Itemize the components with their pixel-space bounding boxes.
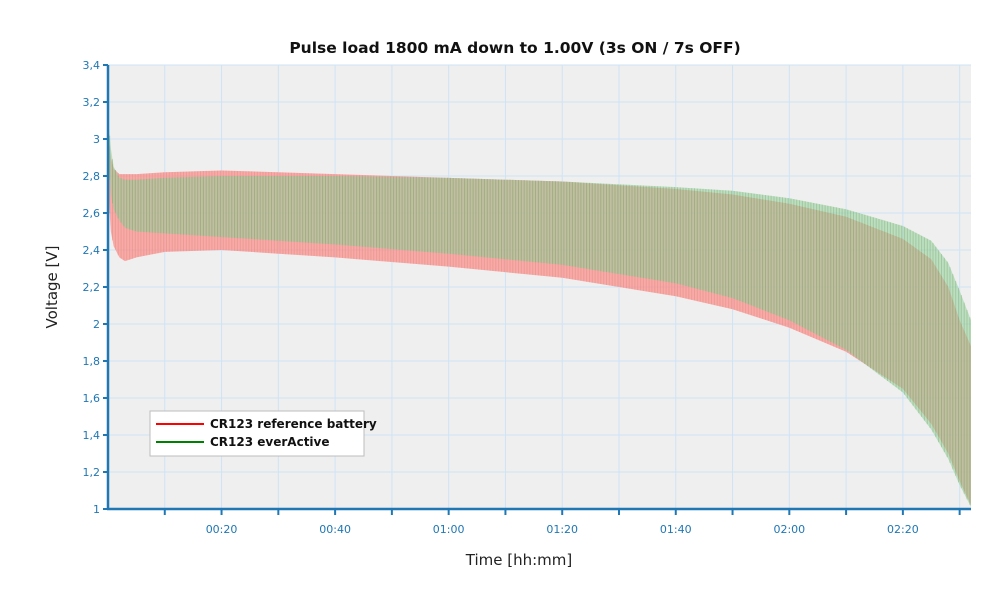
y-tick-label: 1 bbox=[93, 503, 100, 516]
y-tick-label: 2,4 bbox=[83, 244, 101, 257]
x-tick-label: 01:20 bbox=[546, 523, 578, 536]
y-tick-label: 1,6 bbox=[83, 392, 101, 405]
y-tick-label: 3 bbox=[93, 133, 100, 146]
x-tick-label: 00:20 bbox=[206, 523, 238, 536]
y-tick-label: 3,2 bbox=[83, 96, 101, 109]
series-1-envelope bbox=[108, 116, 971, 508]
series-1-pulses bbox=[109, 135, 971, 505]
tick-labels: 1 1,2 1,4 1,6 1,8 2 2,2 2,4 2,6 2,8 3 3,2 3,4 00:20 00… bbox=[83, 59, 919, 536]
axes bbox=[103, 64, 971, 515]
y-tick-label: 2,2 bbox=[83, 281, 101, 294]
y-tick-label: 3,4 bbox=[83, 59, 101, 72]
x-tick-label: 00:40 bbox=[319, 523, 351, 536]
y-tick-label: 2 bbox=[93, 318, 100, 331]
y-tick-label: 2,8 bbox=[83, 170, 101, 183]
legend-label-everactive: CR123 everActive bbox=[210, 435, 330, 449]
y-axis-label: Voltage [V] bbox=[43, 246, 61, 329]
y-tick-label: 1,2 bbox=[83, 466, 101, 479]
x-tick-label: 02:00 bbox=[773, 523, 805, 536]
legend-box bbox=[149, 410, 365, 457]
x-axis-label: Time [hh:mm] bbox=[465, 551, 572, 569]
x-tick-label: 01:40 bbox=[660, 523, 692, 536]
y-tick-label: 1,8 bbox=[83, 355, 101, 368]
legend-label-reference: CR123 reference battery bbox=[210, 417, 377, 431]
series-bands bbox=[108, 116, 971, 508]
x-tick-label: 02:20 bbox=[887, 523, 919, 536]
y-tick-label: 1,4 bbox=[83, 429, 101, 442]
legend: CR123 reference battery CR123 everActive bbox=[149, 410, 377, 457]
y-tick-label: 2,6 bbox=[83, 207, 101, 220]
x-tick-label: 01:00 bbox=[433, 523, 465, 536]
chart-title: Pulse load 1800 mA down to 1.00V (3s ON … bbox=[289, 39, 740, 57]
series-1-band bbox=[108, 116, 971, 508]
